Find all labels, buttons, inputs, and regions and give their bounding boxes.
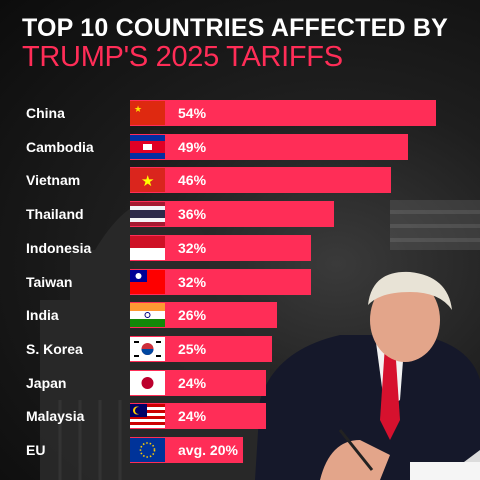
malaysia-flag-icon [130, 404, 165, 429]
taiwan-flag-icon [130, 269, 165, 294]
india-flag-icon [130, 303, 165, 328]
value-label: 32% [178, 273, 207, 290]
value-label: 32% [178, 239, 207, 256]
thailand-flag-icon [130, 202, 165, 227]
category-label: China [26, 105, 65, 121]
category-label: Malaysia [26, 408, 85, 425]
chart-subtitle: TRUMP'S 2025 TARIFFS [22, 41, 343, 73]
man-signing-illustration [255, 271, 480, 480]
south-korea-flag-icon [130, 336, 165, 361]
svg-text:★: ★ [134, 104, 142, 114]
vietnam-flag-icon: ★ [130, 168, 165, 193]
category-label: Taiwan [26, 273, 73, 290]
value-label: 24% [178, 408, 207, 425]
category-label: Japan [26, 374, 67, 391]
category-label: Thailand [26, 206, 84, 223]
value-label: 26% [178, 307, 207, 324]
value-label: avg. 20% [178, 442, 238, 458]
category-label: Vietnam [26, 172, 81, 189]
eu-flag-icon [130, 438, 165, 462]
svg-text:★: ★ [141, 173, 154, 190]
cambodia-flag-icon [130, 134, 165, 159]
value-label: 25% [178, 340, 207, 357]
value-label: 36% [178, 206, 207, 223]
category-label: EU [26, 442, 46, 458]
category-label: Cambodia [26, 138, 94, 155]
china-flag-icon: ★ [130, 101, 165, 125]
value-label: 49% [178, 138, 207, 155]
bar-cambodia [130, 133, 408, 160]
capitol-columns [58, 400, 122, 480]
indonesia-flag-icon [130, 235, 165, 260]
bar-china [130, 100, 436, 126]
category-label: India [26, 307, 59, 324]
value-label: 54% [178, 105, 207, 121]
us-flag-silhouette [390, 200, 480, 250]
value-label: 24% [178, 374, 207, 391]
bar-vietnam [130, 167, 391, 194]
category-label: Indonesia [26, 239, 92, 256]
category-label: S. Korea [26, 340, 83, 357]
chart-title: TOP 10 COUNTRIES AFFECTED BY [22, 14, 449, 42]
japan-flag-icon [130, 370, 165, 395]
value-label: 46% [178, 172, 207, 189]
